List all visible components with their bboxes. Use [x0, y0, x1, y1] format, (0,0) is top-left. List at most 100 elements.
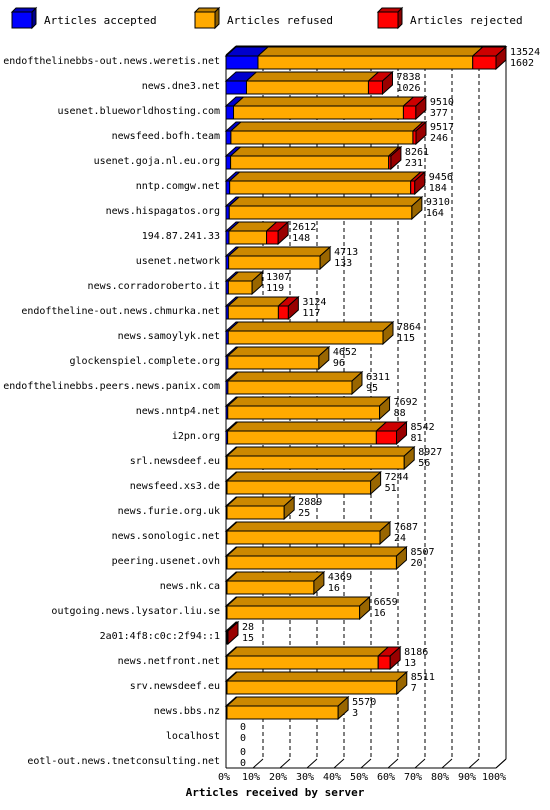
server-label: eotl-out.news.tnetconsulting.net: [27, 756, 220, 767]
server-label: news.bbs.nz: [154, 706, 220, 717]
legend-label: Articles refused: [227, 14, 333, 27]
server-label: 194.87.241.33: [142, 231, 220, 242]
bar-refused: [226, 370, 364, 396]
count-total-label: 8511: [411, 672, 435, 683]
count-total-label: 9310: [426, 197, 450, 208]
bar-refused: [229, 146, 400, 170]
server-label: usenet.blueworldhosting.com: [57, 106, 220, 117]
bar-rejected: [402, 95, 428, 121]
count-total-label: 7692: [394, 397, 418, 408]
count-total-label: 1307: [266, 272, 290, 283]
count-accepted-label: 184: [429, 183, 447, 194]
server-label: news.samoylyk.net: [118, 331, 220, 342]
server-label: glockenspiel.complete.org: [69, 356, 220, 367]
count-total-label: 9510: [430, 97, 454, 108]
server-label: newsfeed.xs3.de: [130, 481, 220, 492]
count-total-label: 2889: [298, 497, 322, 508]
server-label: usenet.network: [136, 256, 220, 267]
bar-refused: [225, 670, 409, 696]
count-total-label: 4369: [328, 572, 352, 583]
count-accepted-label: 0: [240, 758, 246, 769]
count-accepted-label: 16: [374, 608, 386, 619]
server-label: endoftheline-out.news.chmurka.net: [21, 306, 220, 317]
count-accepted-label: 148: [292, 233, 310, 244]
count-accepted-label: 96: [333, 358, 345, 369]
x-tick-label: 40%: [323, 772, 341, 783]
count-total-label: 7687: [394, 522, 418, 533]
count-total-label: 6659: [374, 597, 398, 608]
bar-refused: [226, 320, 395, 346]
server-label: srl.newsdeef.eu: [130, 456, 220, 467]
count-accepted-label: 88: [394, 408, 406, 419]
x-tick-label: 10%: [242, 772, 260, 783]
count-accepted-label: 56: [418, 458, 430, 469]
x-tick-label: 60%: [377, 772, 395, 783]
bar-rejected: [376, 645, 402, 671]
bar-refused: [256, 46, 485, 70]
count-total-label: 9517: [430, 122, 454, 133]
count-accepted-label: 1602: [510, 58, 534, 69]
bar-rejected: [375, 420, 408, 446]
bar-refused: [227, 270, 264, 296]
count-accepted-label: 164: [426, 208, 444, 219]
bar-refused: [227, 195, 424, 221]
count-total-label: 2612: [292, 222, 316, 233]
count-accepted-label: 95: [366, 383, 378, 394]
count-total-label: 5570: [352, 697, 376, 708]
server-label: news.corradoroberto.it: [88, 281, 220, 292]
count-accepted-label: 119: [266, 283, 284, 294]
count-total-label: 8186: [404, 647, 428, 658]
count-accepted-label: 51: [385, 483, 397, 494]
server-label: newsfeed.bofh.team: [112, 131, 220, 142]
bar-refused: [225, 495, 296, 521]
server-label: news.netfront.net: [118, 656, 220, 667]
bar-rejected: [225, 620, 240, 646]
bar-refused: [245, 71, 380, 95]
bar-refused: [226, 345, 331, 371]
count-accepted-label: 246: [430, 133, 448, 144]
bar-accepted: [224, 46, 270, 70]
bar-refused: [225, 445, 416, 471]
count-total-label: 7864: [397, 322, 421, 333]
legend-swatch-articles-rejected: [376, 6, 404, 30]
bar-refused: [225, 545, 408, 571]
bar-refused: [229, 121, 425, 145]
count-accepted-label: 24: [394, 533, 406, 544]
legend-label: Articles accepted: [44, 14, 157, 27]
count-accepted-label: 16: [328, 583, 340, 594]
count-total-label: 0: [240, 747, 246, 758]
count-accepted-label: 13: [404, 658, 416, 669]
server-label: news.dne3.net: [142, 81, 220, 92]
count-total-label: 13524: [510, 47, 540, 58]
count-accepted-label: 25: [298, 508, 310, 519]
legend-swatch-articles-accepted: [10, 6, 38, 30]
count-total-label: 6311: [366, 372, 390, 383]
count-total-label: 7244: [385, 472, 409, 483]
server-label: localhost: [166, 731, 220, 742]
server-label: endofthelinebbs-out.news.weretis.net: [3, 56, 220, 67]
bar-refused: [232, 96, 415, 120]
server-label: usenet.goja.nl.eu.org: [94, 156, 220, 167]
count-accepted-label: 377: [430, 108, 448, 119]
count-total-label: 3124: [302, 297, 326, 308]
x-axis-title: Articles received by server: [186, 786, 365, 799]
bar-refused: [225, 520, 392, 546]
count-total-label: 0: [240, 722, 246, 733]
x-tick-label: 90%: [458, 772, 476, 783]
server-label: news.sonologic.net: [112, 531, 220, 542]
count-accepted-label: 1026: [396, 83, 420, 94]
server-label: i2pn.org: [172, 431, 220, 442]
count-total-label: 8507: [410, 547, 434, 558]
count-total-label: 9456: [429, 172, 453, 183]
server-label: news.furie.org.uk: [118, 506, 220, 517]
count-accepted-label: 7: [411, 683, 417, 694]
bar-rejected: [387, 145, 403, 171]
x-tick-label: 100%: [482, 772, 506, 783]
count-total-label: 8542: [411, 422, 435, 433]
server-label: endofthelinebbs.peers.news.panix.com: [3, 381, 220, 392]
bar-refused: [227, 245, 332, 271]
count-accepted-label: 0: [240, 733, 246, 744]
bar-refused: [226, 421, 388, 445]
